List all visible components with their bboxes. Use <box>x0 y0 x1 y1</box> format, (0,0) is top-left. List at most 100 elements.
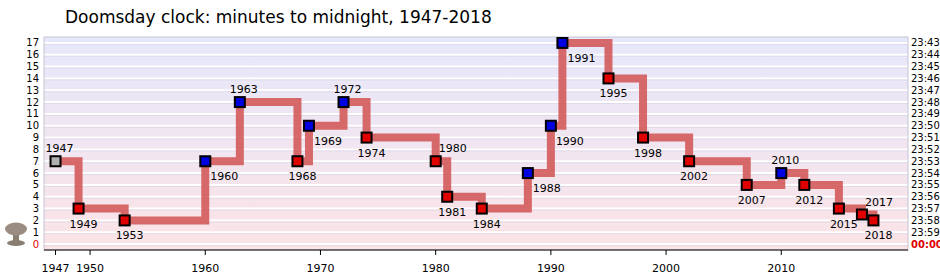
y-tick-label: 9 <box>33 132 39 143</box>
grid-line <box>44 148 908 150</box>
chart: Doomsday clock: minutes to midnight, 194… <box>0 0 940 280</box>
y2-tick-label: 23:45 <box>911 61 940 72</box>
year-label: 1991 <box>567 52 595 65</box>
year-label: 2012 <box>795 194 823 207</box>
y-tick-label: 4 <box>33 191 39 202</box>
grid-line <box>44 245 908 246</box>
x-tick <box>205 250 206 255</box>
y2-tick-label: 23:56 <box>911 191 940 202</box>
grid-line <box>44 127 908 128</box>
y-tick-label: 7 <box>33 156 39 167</box>
grid-line <box>44 77 908 79</box>
y-tick-label: 15 <box>26 61 39 72</box>
grid-line <box>44 139 908 140</box>
year-label: 1949 <box>70 218 98 231</box>
marker <box>834 204 844 214</box>
x-tick-label: 2010 <box>767 262 795 275</box>
y-tick-label: 13 <box>26 85 39 96</box>
year-label: 2018 <box>864 229 892 242</box>
grid-line <box>44 125 908 127</box>
y-tick-label: 17 <box>26 37 39 48</box>
marker <box>431 156 441 166</box>
x-tick-label: 1960 <box>191 262 219 275</box>
plot-frame <box>44 37 908 250</box>
grid-line <box>44 54 908 56</box>
year-label: 1969 <box>314 135 342 148</box>
year-label: 1963 <box>230 83 258 96</box>
year-label: 1998 <box>634 147 662 160</box>
grid-line <box>44 66 908 68</box>
year-label: 1953 <box>116 229 144 242</box>
y-tick-label: 12 <box>26 97 39 108</box>
data-group <box>51 38 879 226</box>
grid-line <box>44 103 908 104</box>
marker <box>776 168 786 178</box>
y-tick-label: 3 <box>33 203 39 214</box>
y2-tick-label: 00:00 <box>911 239 940 250</box>
marker <box>235 97 245 107</box>
y-tick-label: 10 <box>26 120 39 131</box>
grid-line <box>44 91 908 92</box>
year-label: 1968 <box>288 170 316 183</box>
year-label: 2017 <box>865 196 893 209</box>
grid-line <box>44 231 908 233</box>
x-tick-label: 1950 <box>76 262 104 275</box>
marker <box>546 121 556 131</box>
marker <box>868 215 878 225</box>
grid-line <box>44 150 908 151</box>
y2-tick-label: 23:58 <box>911 215 940 226</box>
grid-line <box>44 89 908 91</box>
marker <box>442 192 452 202</box>
year-label: 1988 <box>533 182 561 195</box>
y2-tick-label: 23:52 <box>911 144 940 155</box>
marker <box>200 156 210 166</box>
year-label: 1995 <box>599 87 627 100</box>
y-tick-label: 1 <box>33 227 39 238</box>
y2-tick-label: 23:48 <box>911 97 940 108</box>
plot-background <box>44 37 908 250</box>
y-tick-label: 14 <box>26 73 39 84</box>
grid-line <box>44 68 908 69</box>
y-tick-label: 8 <box>33 144 39 155</box>
marker <box>304 121 314 131</box>
y2-tick-label: 23:44 <box>911 49 940 60</box>
grid-line <box>44 137 908 139</box>
y-tick-label: 16 <box>26 49 39 60</box>
x-tick-label: 1970 <box>306 262 334 275</box>
x-tick-label: 1947 <box>42 262 70 275</box>
year-label: 1947 <box>46 142 74 155</box>
marker <box>362 133 372 143</box>
y-tick-label: 5 <box>33 179 39 190</box>
year-label: 1984 <box>473 218 501 231</box>
x-tick-label: 1980 <box>422 262 450 275</box>
y2-tick-label: 23:57 <box>911 203 940 214</box>
grid-line <box>44 56 908 57</box>
marker <box>857 210 867 220</box>
year-label: 1974 <box>358 147 386 160</box>
x-tick-label: 1990 <box>537 262 565 275</box>
year-label: 1980 <box>439 142 467 155</box>
marker <box>638 133 648 143</box>
year-label: 2002 <box>680 170 708 183</box>
marker <box>742 180 752 190</box>
x-tick <box>90 250 91 255</box>
x-tick <box>55 250 56 255</box>
year-label: 1972 <box>334 83 362 96</box>
year-label: 2007 <box>738 194 766 207</box>
y2-tick-label: 23:43 <box>911 37 940 48</box>
grid-line <box>44 233 908 234</box>
y2-tick-label: 23:53 <box>911 156 940 167</box>
y2-tick-label: 23:49 <box>911 108 940 119</box>
marker <box>120 215 130 225</box>
marker <box>74 204 84 214</box>
marker <box>292 156 302 166</box>
y2-tick-label: 23:50 <box>911 120 940 131</box>
marker <box>523 168 533 178</box>
marker <box>557 38 567 48</box>
y2-tick-label: 23:59 <box>911 227 940 238</box>
y2-tick-label: 23:51 <box>911 132 940 143</box>
y2-tick-label: 23:47 <box>911 85 940 96</box>
x-tick <box>435 250 436 255</box>
marker <box>799 180 809 190</box>
y2-tick-label: 23:54 <box>911 168 940 179</box>
